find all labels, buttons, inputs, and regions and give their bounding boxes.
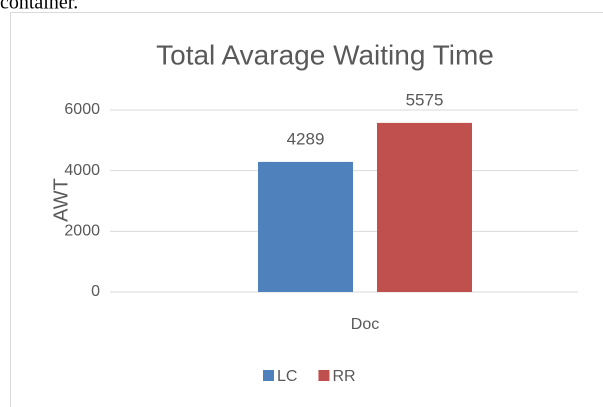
caption-fragment: container.	[0, 0, 78, 14]
legend-swatch	[263, 370, 274, 381]
legend-label: LC	[277, 368, 297, 385]
y-axis-label: AWT	[50, 178, 72, 222]
y-tick-label: 2000	[64, 223, 100, 240]
y-tick-label: 6000	[64, 101, 100, 118]
x-tick-label: Doc	[351, 316, 379, 333]
data-label: 4289	[287, 129, 325, 148]
chart-title: Total Avarage Waiting Time	[156, 39, 494, 70]
bar	[258, 161, 353, 292]
y-tick-label: 4000	[64, 162, 100, 179]
legend-label: RR	[332, 368, 355, 385]
y-tick-label: 0	[91, 283, 100, 300]
bar	[377, 122, 472, 293]
data-label: 5575	[406, 90, 444, 109]
legend-swatch	[318, 370, 330, 381]
